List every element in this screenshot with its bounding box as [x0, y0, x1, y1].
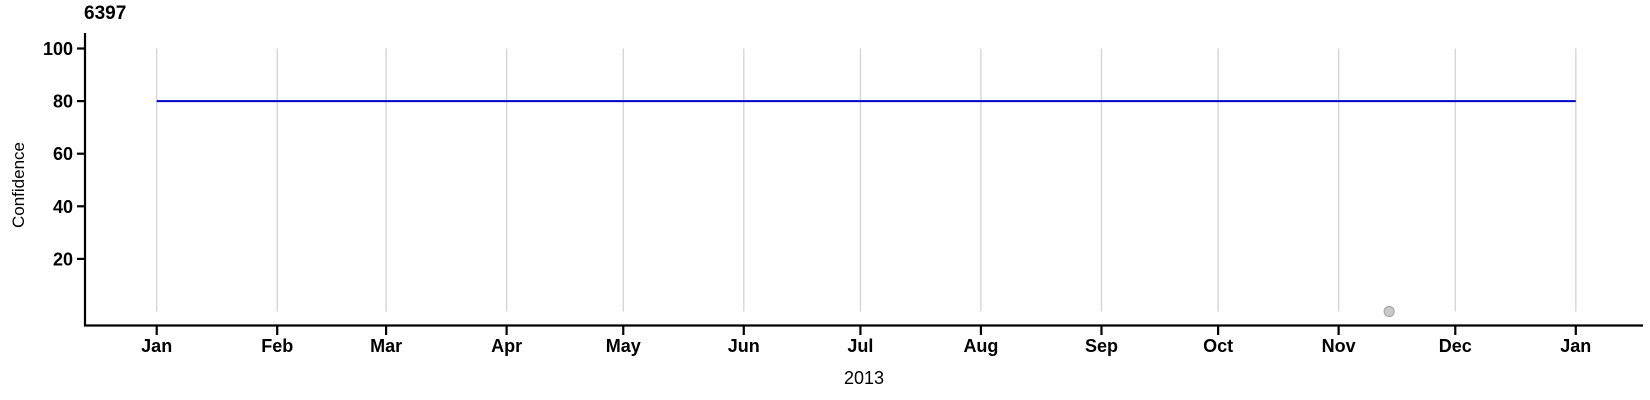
x-tick-label: Aug [963, 336, 998, 356]
x-tick-label: Feb [261, 336, 293, 356]
x-tick-label: Apr [491, 336, 522, 356]
y-axis-title: Confidence [9, 141, 28, 229]
x-tick-label: Jan [1560, 336, 1591, 356]
x-tick-label: Oct [1203, 336, 1233, 356]
y-tick-label: 100 [43, 39, 73, 59]
x-tick-label: Mar [370, 336, 402, 356]
data-point [1383, 305, 1395, 318]
y-tick-label: 80 [53, 92, 73, 112]
y-tick-label: 60 [53, 144, 73, 164]
x-tick-label: Jun [728, 336, 760, 356]
x-axis-title: 2013 [843, 368, 885, 388]
x-tick-label: Sep [1085, 336, 1118, 356]
y-tick-label: 20 [53, 249, 73, 269]
x-tick-label: Nov [1322, 336, 1356, 356]
x-tick-label: Dec [1439, 336, 1472, 356]
x-tick-label: May [606, 336, 641, 356]
x-tick-label: Jan [141, 336, 172, 356]
chart-title: 6397 [84, 3, 127, 24]
y-tick-label: 40 [53, 197, 73, 217]
x-tick-label: Jul [847, 336, 873, 356]
